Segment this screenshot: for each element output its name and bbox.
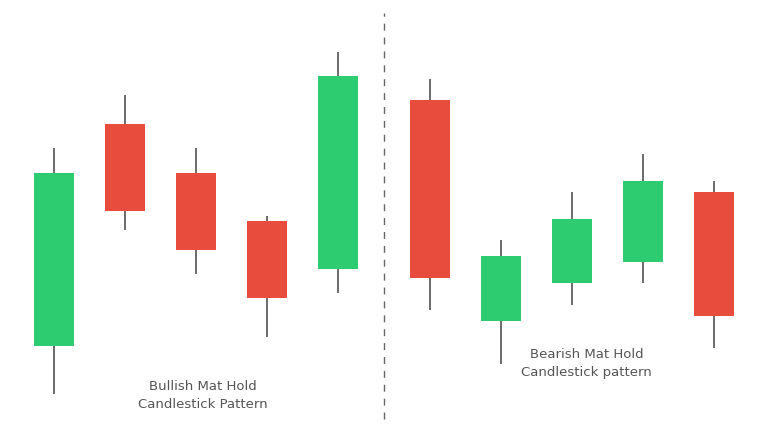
Bar xyxy=(410,100,450,278)
Bar xyxy=(34,173,74,346)
Bar xyxy=(247,221,286,298)
Bar xyxy=(552,219,592,283)
Bar xyxy=(694,192,734,316)
Bar xyxy=(624,181,663,262)
Bar xyxy=(105,124,144,211)
Bar xyxy=(482,257,521,321)
Text: Bullish Mat Hold
Candlestick Pattern: Bullish Mat Hold Candlestick Pattern xyxy=(138,380,268,411)
Bar xyxy=(176,173,216,250)
Text: Bearish Mat Hold
Candlestick pattern: Bearish Mat Hold Candlestick pattern xyxy=(521,348,652,379)
Bar xyxy=(318,76,358,269)
